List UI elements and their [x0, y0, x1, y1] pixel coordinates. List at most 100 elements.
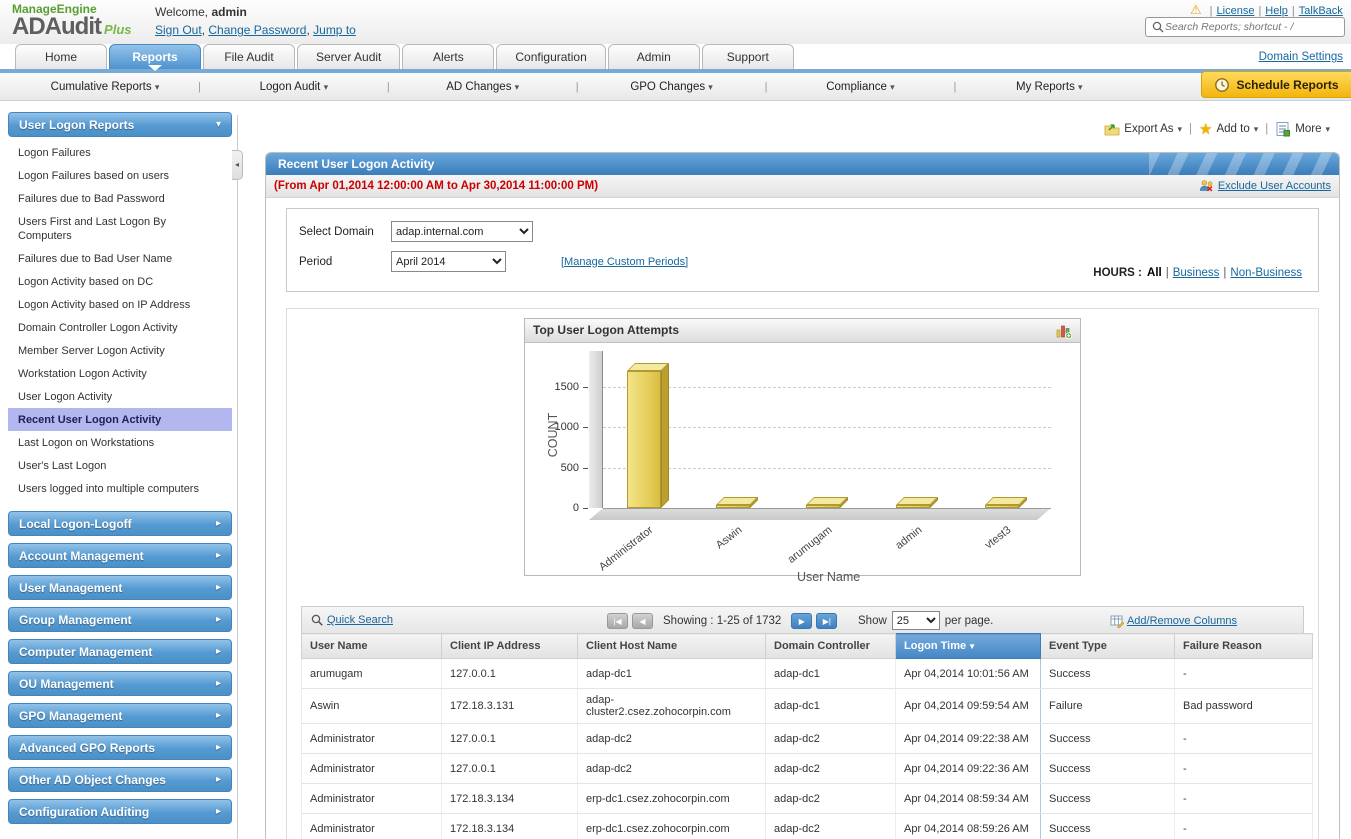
sidebar-item-member-server-logon-activity[interactable]: Member Server Logon Activity [18, 345, 165, 357]
change-password-link[interactable]: Change Password [208, 23, 307, 37]
sidebar-section-group-management[interactable]: Group Management ▸ [8, 607, 232, 632]
export-as-button[interactable]: Export As ▾ [1104, 121, 1182, 137]
exclude-user-accounts-link[interactable]: Exclude User Accounts [1217, 180, 1331, 192]
separator: | [1209, 5, 1213, 17]
hours-option-non-business[interactable]: Non-Business [1230, 267, 1302, 279]
menu-gpo-changes[interactable]: GPO Changes ▾ [597, 81, 747, 93]
help-link[interactable]: Help [1265, 5, 1288, 17]
bar-arumugam[interactable] [806, 505, 840, 508]
jump-to-link[interactable]: Jump to [313, 23, 356, 37]
period-select[interactable]: April 2014 [391, 251, 506, 272]
sidebar-item-failures-due-to-bad-password[interactable]: Failures due to Bad Password [18, 193, 165, 205]
last-page-button[interactable]: ▶| [816, 612, 838, 629]
license-link[interactable]: License [1216, 5, 1255, 17]
column-header-user-name[interactable]: User Name [301, 633, 442, 659]
search-box[interactable] [1145, 17, 1345, 37]
sidebar-section-computer-management[interactable]: Computer Management ▸ [8, 639, 232, 664]
tab-alerts[interactable]: Alerts [402, 44, 495, 69]
column-header-logon-time[interactable]: Logon Time ▼ [895, 633, 1041, 659]
next-page-button[interactable]: ▶ [791, 612, 813, 629]
previous-page-button[interactable]: ◀ [632, 612, 653, 629]
tab-server-audit[interactable]: Server Audit [297, 44, 401, 69]
menu-label: AD Changes [446, 80, 515, 93]
add-remove-columns[interactable]: Add/Remove Columns [1110, 607, 1237, 634]
column-header-failure-reason[interactable]: Failure Reason [1174, 633, 1313, 659]
add-remove-columns-link[interactable]: Add/Remove Columns [1126, 614, 1237, 627]
sidebar-section-user-management[interactable]: User Management ▸ [8, 575, 232, 600]
caret-down-icon: ▾ [1253, 123, 1259, 134]
sidebar-item-user-logon-activity[interactable]: User Logon Activity [18, 391, 113, 403]
add-to-button[interactable]: ★ Add to ▾ [1199, 120, 1258, 138]
table-row: Administrator 127.0.0.1 adap-dc2 adap-dc2 Ap… [301, 723, 1313, 754]
sidebar-section-local-logon-logoff[interactable]: Local Logon-Logoff ▸ [8, 511, 232, 536]
tab-home[interactable]: Home [15, 44, 107, 69]
sidebar-section-user-logon-reports[interactable]: User Logon Reports ▾ [8, 112, 232, 137]
column-header-client-host-name[interactable]: Client Host Name [577, 633, 766, 659]
first-page-button[interactable]: |◀ [607, 612, 628, 629]
sidebar-section-account-management[interactable]: Account Management ▸ [8, 543, 232, 568]
tab-reports[interactable]: Reports [109, 44, 201, 71]
column-header-domain-controller[interactable]: Domain Controller [765, 633, 896, 659]
schedule-reports-button[interactable]: Schedule Reports [1201, 71, 1351, 98]
chart-type-icon[interactable] [1056, 323, 1072, 339]
sidebar-item-domain-controller-logon-activity[interactable]: Domain Controller Logon Activity [18, 322, 178, 334]
sidebar-sections: Local Logon-Logoff ▸ Account Management ▸ Us… [8, 511, 232, 824]
menu-logon-audit[interactable]: Logon Audit ▾ [219, 81, 369, 93]
bar-administrator[interactable] [626, 371, 661, 508]
tab-admin[interactable]: Admin [607, 44, 700, 69]
bar-admin[interactable] [895, 505, 930, 508]
caret-right-icon: ▸ [215, 710, 221, 721]
sidebar-item-failures-due-to-bad-user-name[interactable]: Failures due to Bad User Name [18, 253, 173, 265]
tab-support[interactable]: Support [701, 44, 794, 69]
more-button[interactable]: More ▾ [1275, 121, 1330, 137]
bar-aswin[interactable] [716, 505, 751, 508]
cell-failure-reason: - [1174, 723, 1313, 754]
exclude-user-accounts[interactable]: Exclude User Accounts [1199, 178, 1331, 194]
sidebar-item-users-logged-into-multiple-computers[interactable]: Users logged into multiple computers [18, 483, 199, 495]
sidebar-item-recent-user-logon-activity[interactable]: Recent User Logon Activity [8, 408, 232, 431]
column-header-label: Event Type [1049, 640, 1107, 652]
sidebar-section-label: Computer Management [19, 645, 153, 659]
warning-icon[interactable]: ⚠ [1190, 2, 1202, 17]
sidebar-item-logon-activity-based-on-dc[interactable]: Logon Activity based on DC [18, 276, 154, 288]
sidebar-section-other-ad-object-changes[interactable]: Other AD Object Changes ▸ [8, 767, 232, 792]
column-header-label: Client Host Name [586, 640, 678, 652]
manage-custom-periods-link[interactable]: [Manage Custom Periods] [561, 255, 689, 268]
menu-my-reports[interactable]: My Reports ▾ [974, 81, 1124, 93]
sidebar-item-users-first-and-last-logon-by-computers[interactable]: Users First and Last Logon By Computers [18, 216, 166, 242]
sidebar-item-logon-failures-based-on-users[interactable]: Logon Failures based on users [18, 170, 170, 182]
hours-filter: HOURS : All | Business | Non-Business [1093, 267, 1304, 279]
talkback-link[interactable]: TalkBack [1298, 5, 1343, 17]
tab-file-audit[interactable]: File Audit [203, 44, 295, 69]
sidebar-collapse-handle[interactable]: ◂ [232, 150, 243, 180]
sidebar-item-last-logon-on-workstations[interactable]: Last Logon on Workstations [18, 437, 155, 449]
column-header-client-ip-address[interactable]: Client IP Address [441, 633, 578, 659]
sidebar-item-user-s-last-logon[interactable]: User's Last Logon [18, 460, 107, 472]
tab-configuration[interactable]: Configuration [496, 44, 606, 69]
column-header-event-type[interactable]: Event Type [1040, 633, 1175, 659]
domain-settings-link[interactable]: Domain Settings [1258, 51, 1343, 63]
page-size-select[interactable]: 25 [891, 611, 940, 630]
sign-out-link[interactable]: Sign Out [155, 23, 202, 37]
x-category-label: vtest3 [983, 524, 1014, 552]
sidebar-item-logon-failures[interactable]: Logon Failures [18, 147, 91, 159]
sidebar-section-ou-management[interactable]: OU Management ▸ [8, 671, 232, 696]
menubar-separator: | [764, 80, 768, 93]
menu-ad-changes[interactable]: AD Changes ▾ [408, 81, 558, 93]
quick-search-link[interactable]: Quick Search [327, 614, 394, 626]
menu-cumulative-reports[interactable]: Cumulative Reports ▾ [30, 81, 180, 93]
sidebar-section-advanced-gpo-reports[interactable]: Advanced GPO Reports ▸ [8, 735, 232, 760]
sidebar-section-configuration-auditing[interactable]: Configuration Auditing ▸ [8, 799, 232, 824]
hours-option-business[interactable]: Business [1172, 267, 1220, 279]
sidebar-item-workstation-logon-activity[interactable]: Workstation Logon Activity [18, 368, 147, 380]
sidebar-section-gpo-management[interactable]: GPO Management ▸ [8, 703, 232, 728]
sidebar-item-logon-activity-based-on-ip-address[interactable]: Logon Activity based on IP Address [18, 299, 191, 311]
search-input[interactable] [1165, 21, 1335, 33]
menu-compliance[interactable]: Compliance ▾ [785, 81, 935, 93]
bar-vtest3[interactable] [985, 505, 1020, 508]
y-tick [583, 427, 588, 429]
domain-select[interactable]: adap.internal.com [391, 221, 533, 242]
sidebar: User Logon Reports ▾ Logon Failures Logon… [8, 112, 232, 839]
sidebar-section-title: User Logon Reports [19, 118, 135, 132]
quick-search[interactable]: Quick Search [310, 613, 393, 627]
